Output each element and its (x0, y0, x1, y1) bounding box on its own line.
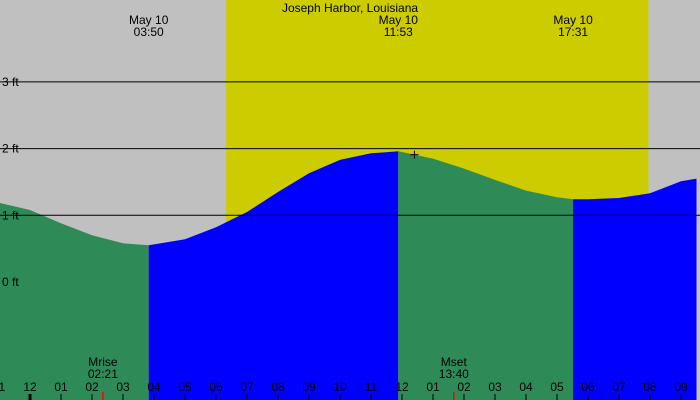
hour-tick-label: 01 (54, 380, 68, 394)
rising-tide-area (148, 151, 399, 400)
hour-tick-label: 11 (0, 380, 6, 394)
hour-tick-label: 03 (116, 380, 130, 394)
height-gridlines: 0 ft 1 ft 2 ft 3 ft (0, 75, 700, 289)
moon-event-time: 13:40 (439, 367, 469, 381)
chart-title: Joseph Harbor, Louisiana (282, 1, 418, 15)
extreme-time: 03:50 (134, 25, 164, 39)
moon-event-label: Mrise (88, 355, 118, 369)
current-time-marker (410, 150, 419, 159)
hour-tick-label: 07 (612, 380, 626, 394)
tide-area-layer (0, 151, 697, 400)
falling-tide-area (398, 151, 574, 400)
hour-tick-label: 01 (426, 380, 440, 394)
moon-event-label: Mset (441, 355, 468, 369)
hour-tick-label: 05 (178, 380, 192, 394)
hour-tick-label: 10 (333, 380, 347, 394)
extreme-date: May 10 (379, 13, 419, 27)
extreme-date: May 10 (129, 13, 169, 27)
extreme-time: 17:31 (558, 25, 588, 39)
y-tick-label: 1 ft (2, 208, 19, 222)
hour-tick-label: 12 (395, 380, 409, 394)
hour-tick-label: 03 (488, 380, 502, 394)
hour-tick-label: 05 (550, 380, 564, 394)
extreme-date: May 10 (553, 13, 593, 27)
y-tick-label: 3 ft (2, 75, 19, 89)
hour-tick-label: 09 (674, 380, 688, 394)
hour-tick-label: 08 (271, 380, 285, 394)
y-tick-label: 2 ft (2, 142, 19, 156)
rising-tide-area (573, 178, 697, 400)
hour-tick-label: 04 (519, 380, 533, 394)
hour-axis: 11 12 01 02 03 04 05 06 07 08 09 10 11 12 01 02 03 04 05 06… (0, 380, 688, 400)
hour-tick-label: 08 (643, 380, 657, 394)
hour-tick-label: 02 (85, 380, 99, 394)
hour-tick-label: 06 (581, 380, 595, 394)
falling-tide-area (0, 202, 149, 400)
hour-tick-label: 02 (457, 380, 471, 394)
moon-event-time: 02:21 (88, 367, 118, 381)
y-tick-label: 0 ft (2, 275, 19, 289)
extreme-time: 11:53 (384, 25, 413, 39)
hour-tick-label: 09 (302, 380, 316, 394)
hour-tick-label: 04 (147, 380, 161, 394)
hour-tick-label: 07 (240, 380, 254, 394)
hour-tick-label: 11 (365, 380, 378, 394)
hour-tick-label: 12 (23, 380, 37, 394)
hour-tick-label: 06 (209, 380, 223, 394)
